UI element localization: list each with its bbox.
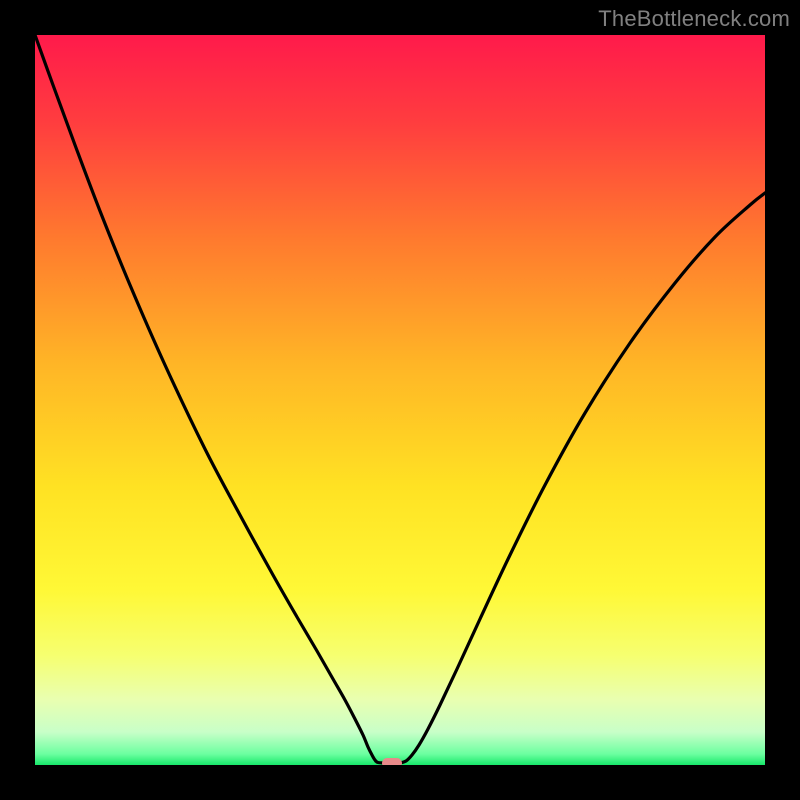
watermark-text: TheBottleneck.com — [598, 6, 790, 32]
optimal-point-marker — [382, 758, 402, 765]
bottleneck-curve — [35, 35, 765, 765]
chart-plot-area — [35, 35, 765, 765]
